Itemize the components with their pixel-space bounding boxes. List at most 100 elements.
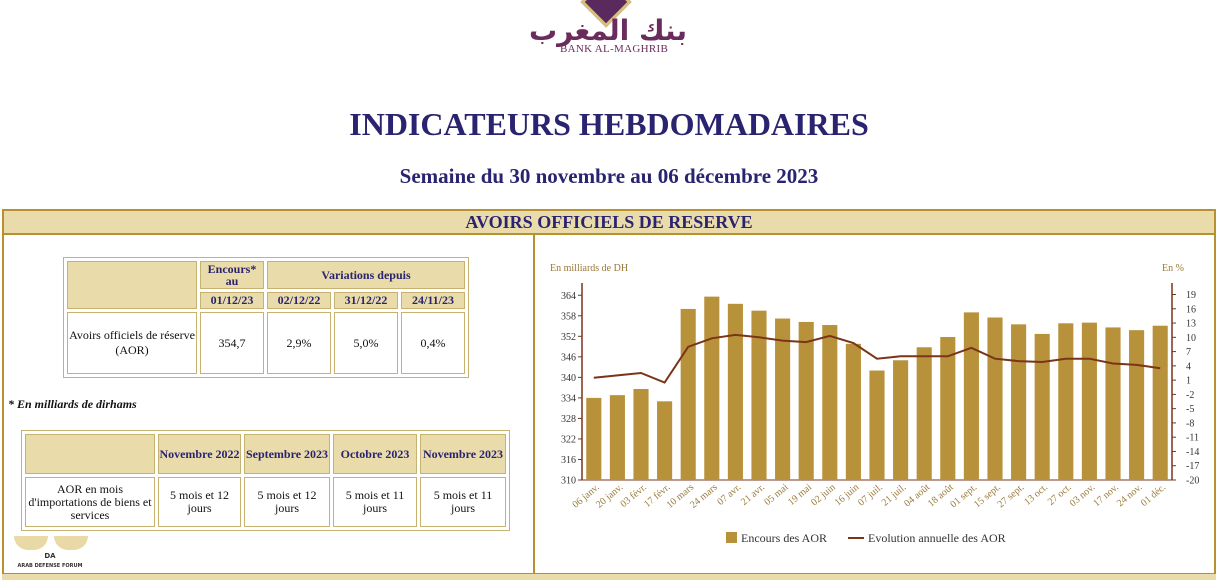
footnote: * En milliards de dirhams [8, 397, 137, 411]
bar-encours [940, 337, 956, 480]
page-subtitle: Semaine du 30 novembre au 06 décembre 20… [399, 164, 819, 188]
encours-header: Encours* au [200, 261, 264, 289]
months-header-4: Novembre 2023 [420, 434, 506, 474]
right-axis-label: En % [1162, 263, 1184, 274]
var-value-2: 5,0% [334, 312, 398, 374]
watermark-left-wing-icon [14, 536, 48, 550]
right-tick-label: 10 [1186, 333, 1196, 344]
bar-encours [704, 296, 720, 480]
bar-encours [751, 310, 767, 480]
x-tick-label: 21 avr. [739, 482, 767, 508]
months-value-2: 5 mois et 12 jours [244, 477, 330, 527]
section-divider [533, 235, 535, 580]
var-date-1: 02/12/22 [267, 292, 331, 309]
forum-watermark: DA ARAB DEFENSE FORUM [10, 530, 92, 578]
x-tick-label: 03 nov. [1068, 482, 1098, 509]
legend-swatch-encours [726, 532, 737, 543]
bar-encours [727, 303, 743, 480]
x-tick-label: 16 juin [833, 482, 862, 508]
left-tick-label: 316 [561, 455, 576, 466]
encours-value: 354,7 [200, 312, 264, 374]
x-tick-label: 05 mai [762, 482, 790, 508]
months-header-3: Octobre 2023 [333, 434, 417, 474]
bar-encours [657, 401, 673, 480]
right-tick-label: -20 [1186, 476, 1199, 487]
left-tick-label: 340 [561, 373, 576, 384]
right-tick-label: -14 [1186, 447, 1199, 458]
bar-encours [586, 397, 602, 480]
months-row-label: AOR en mois d'importations de biens et s… [25, 477, 155, 527]
right-tick-label: -8 [1186, 418, 1194, 429]
logo-latin-text: BANK AL-MAGHRIB [560, 43, 669, 55]
left-tick-label: 358 [561, 311, 576, 322]
var-value-1: 2,9% [267, 312, 331, 374]
left-tick-label: 346 [561, 352, 576, 363]
bar-encours [845, 343, 861, 480]
var-date-2: 31/12/22 [334, 292, 398, 309]
bank-logo: بنك المغرب BANK AL-MAGHRIB [520, 0, 700, 60]
bar-encours [609, 395, 625, 480]
right-tick-label: 19 [1186, 290, 1196, 301]
months-value-1: 5 mois et 12 jours [158, 477, 241, 527]
table2-corner-cell [25, 434, 155, 474]
right-tick-label: 16 [1186, 304, 1196, 315]
legend-label-evolution: Evolution annuelle des AOR [868, 531, 1006, 545]
bar-encours [1152, 325, 1168, 480]
line-evolution [593, 333, 1161, 384]
aor-row-label: Avoirs officiels de réserve (AOR) [67, 312, 197, 374]
x-tick-label: 24 mars [688, 482, 720, 511]
bar-encours [869, 370, 885, 480]
left-tick-label: 328 [561, 414, 576, 425]
right-tick-label: 1 [1186, 376, 1191, 387]
right-tick-label: -5 [1186, 404, 1194, 415]
x-tick-label: 13 oct. [1022, 482, 1050, 508]
right-tick-label: 7 [1186, 347, 1191, 358]
aor-chart: En milliards de DH En % 310 316 322 328 334 340… [540, 255, 1215, 555]
left-tick-label: 310 [561, 476, 576, 487]
bar-encours [987, 317, 1003, 480]
right-tick-label: -2 [1186, 390, 1194, 401]
right-tick-label: -17 [1186, 461, 1199, 472]
right-tick-label: 4 [1186, 361, 1191, 372]
encours-date: 01/12/23 [200, 292, 264, 309]
bar-encours [775, 318, 791, 480]
variations-header: Variations depuis [267, 261, 465, 289]
x-tick-label: 24 nov. [1115, 482, 1145, 509]
bar-encours [893, 360, 909, 480]
bar-encours [1034, 333, 1050, 480]
months-header-1: Novembre 2022 [158, 434, 241, 474]
x-tick-label: 20 janv. [594, 482, 625, 511]
bar-encours [963, 312, 979, 480]
x-tick-label: 07 juil. [856, 482, 885, 509]
section-bottom-bar [2, 573, 1216, 580]
page-title: INDICATEURS HEBDOMADAIRES [349, 106, 869, 142]
left-tick-label: 334 [561, 393, 576, 404]
months-value-3: 5 mois et 11 jours [333, 477, 417, 527]
watermark-right-wing-icon [54, 536, 88, 550]
aor-summary-table: Encours* au Variations depuis 01/12/23 0… [63, 257, 469, 378]
bar-encours [1058, 323, 1074, 480]
var-date-3: 24/11/23 [401, 292, 465, 309]
section-frame [2, 235, 1216, 580]
bar-encours [1105, 327, 1121, 480]
x-tick-label: 07 avr. [715, 482, 743, 508]
left-axis-label: En milliards de DH [550, 263, 628, 274]
bar-encours [822, 325, 838, 480]
left-tick-label: 364 [561, 291, 576, 302]
left-tick-label: 352 [561, 332, 576, 343]
watermark-label: ARAB DEFENSE FORUM [17, 563, 83, 569]
bar-encours [798, 321, 814, 480]
x-tick-label: 01 déc. [1139, 482, 1168, 509]
bar-encours [1081, 322, 1097, 480]
x-tick-label: 02 juin [809, 482, 838, 508]
x-tick-label: 17 nov. [1091, 482, 1121, 509]
table1-corner-cell [67, 261, 197, 309]
right-tick-label: -11 [1186, 433, 1199, 444]
bar-encours [916, 347, 932, 480]
months-value-4: 5 mois et 11 jours [420, 477, 506, 527]
bar-encours [633, 389, 649, 480]
x-tick-label: 04 août [902, 482, 932, 510]
aor-chart-svg: En milliards de DH En % 310 316 322 328 334 340… [550, 263, 1199, 545]
legend-label-encours: Encours des AOR [741, 531, 827, 545]
bar-encours [1129, 330, 1145, 480]
